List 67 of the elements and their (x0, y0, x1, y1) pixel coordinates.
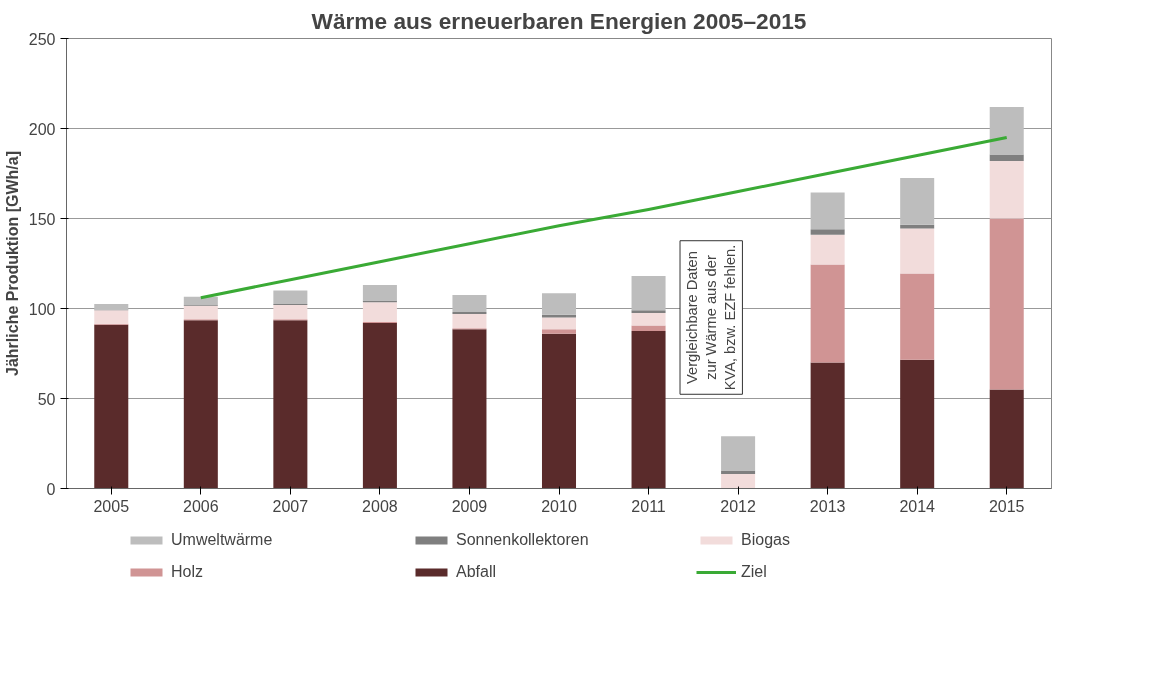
bar (273, 320, 308, 489)
bar (989, 160, 1024, 219)
bar (452, 329, 487, 489)
bar (362, 302, 397, 322)
legend-label: Ziel (741, 563, 768, 581)
bar (541, 317, 577, 330)
bar (183, 305, 218, 320)
bar (721, 436, 756, 471)
legend-label: Umweltwärme (171, 531, 274, 549)
bar (94, 304, 129, 310)
bar (541, 333, 577, 489)
y-tick-label: 200 (28, 120, 56, 138)
y-tick-label: 100 (28, 300, 56, 318)
bar (362, 285, 397, 301)
bar (631, 325, 666, 331)
bar (631, 310, 666, 313)
bar (989, 106, 1024, 155)
bar (362, 322, 397, 489)
legend-label: Sonnenkollektoren (456, 531, 590, 549)
x-tick-label: 2010 (541, 497, 577, 515)
legend-label: Holz (171, 563, 204, 581)
bar (900, 273, 935, 360)
y-tick-label: 250 (28, 30, 56, 48)
bar (631, 313, 666, 326)
bar (989, 218, 1024, 390)
bar (810, 229, 845, 235)
bar (273, 304, 308, 320)
bar (810, 192, 845, 230)
y-tick-label: 0 (46, 480, 56, 498)
y-tick-label: 150 (28, 210, 56, 228)
bar (989, 389, 1024, 489)
bar (900, 359, 935, 489)
bar (183, 296, 218, 305)
y-axis-title: Jährliche Produktion [GWh/a] (3, 151, 21, 376)
bar (810, 362, 845, 489)
legend-label: Biogas (741, 531, 791, 549)
x-tick-label: 2006 (183, 497, 219, 515)
x-tick-label: 2009 (451, 497, 488, 515)
bar (273, 290, 308, 304)
x-tick-label: 2005 (93, 497, 130, 515)
bar (94, 324, 129, 489)
bar (900, 178, 935, 225)
bar (900, 228, 935, 274)
y-tick-label: 50 (37, 390, 56, 408)
bar (541, 293, 577, 315)
bar (631, 331, 666, 489)
bar (452, 295, 487, 313)
chart-title: Wärme aus erneuerbaren Energien 2005–2015 (311, 7, 807, 34)
bar (541, 329, 577, 334)
annotation: Vergleichbare Daten zur Wärme aus der KVA, bzw. EZF fehlen. (684, 244, 739, 391)
bar (989, 154, 1024, 161)
bar (631, 276, 666, 311)
x-tick-label: 2013 (809, 497, 846, 515)
x-tick-label: 2014 (899, 497, 936, 515)
bar (94, 310, 129, 324)
bar (452, 313, 487, 329)
x-tick-label: 2007 (272, 497, 309, 515)
bar (810, 234, 845, 265)
bar (183, 320, 218, 489)
x-tick-label: 2015 (988, 497, 1025, 515)
bar (541, 314, 577, 318)
legend-label: Abfall (456, 563, 498, 581)
x-tick-label: 2011 (631, 497, 666, 515)
x-tick-label: 2012 (720, 497, 756, 515)
bar (810, 264, 845, 363)
bar (721, 474, 756, 489)
x-tick-label: 2008 (362, 497, 398, 515)
